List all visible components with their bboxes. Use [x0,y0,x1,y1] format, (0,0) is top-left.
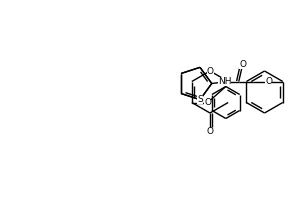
Text: O: O [239,60,246,69]
Text: O: O [206,66,214,75]
Text: O: O [206,128,214,136]
Text: O: O [204,98,211,107]
Text: O: O [265,77,272,86]
Text: S: S [197,95,203,104]
Text: NH: NH [218,77,232,86]
